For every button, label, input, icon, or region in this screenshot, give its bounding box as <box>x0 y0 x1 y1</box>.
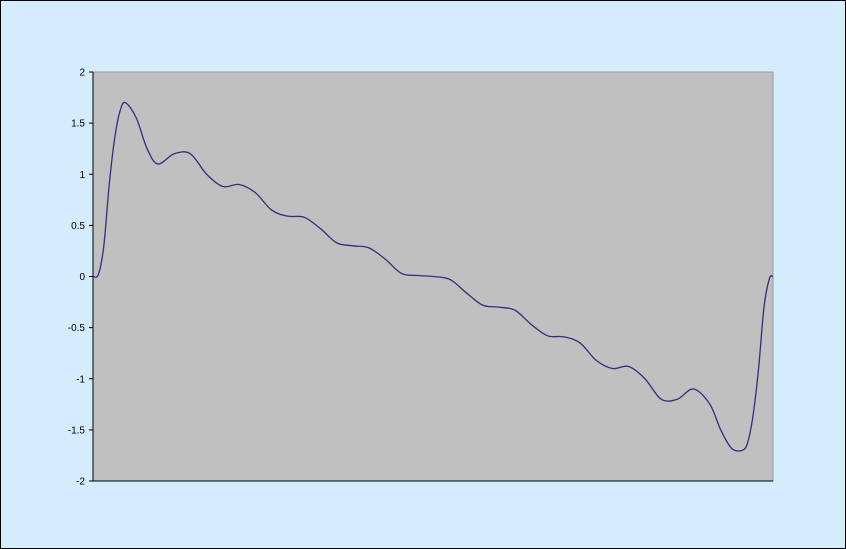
series-line <box>92 101 774 452</box>
y-ticks <box>89 71 93 482</box>
y-tick-label: -1.5 <box>68 425 86 436</box>
y-tick-label: 1 <box>79 170 85 181</box>
y-tick-label: 0.5 <box>71 221 85 232</box>
y-tick-label: -0.5 <box>68 323 86 334</box>
y-tick-label: 0 <box>79 272 85 283</box>
y-tick-label: 1.5 <box>71 119 85 130</box>
y-tick-label: -2 <box>76 477 85 488</box>
y-tick-label: -1 <box>76 374 85 385</box>
y-tick-label: 2 <box>79 68 85 79</box>
y-tick-labels: 2 1.5 1 0.5 0 -0.5 -1 -1.5 -2 <box>68 68 86 488</box>
